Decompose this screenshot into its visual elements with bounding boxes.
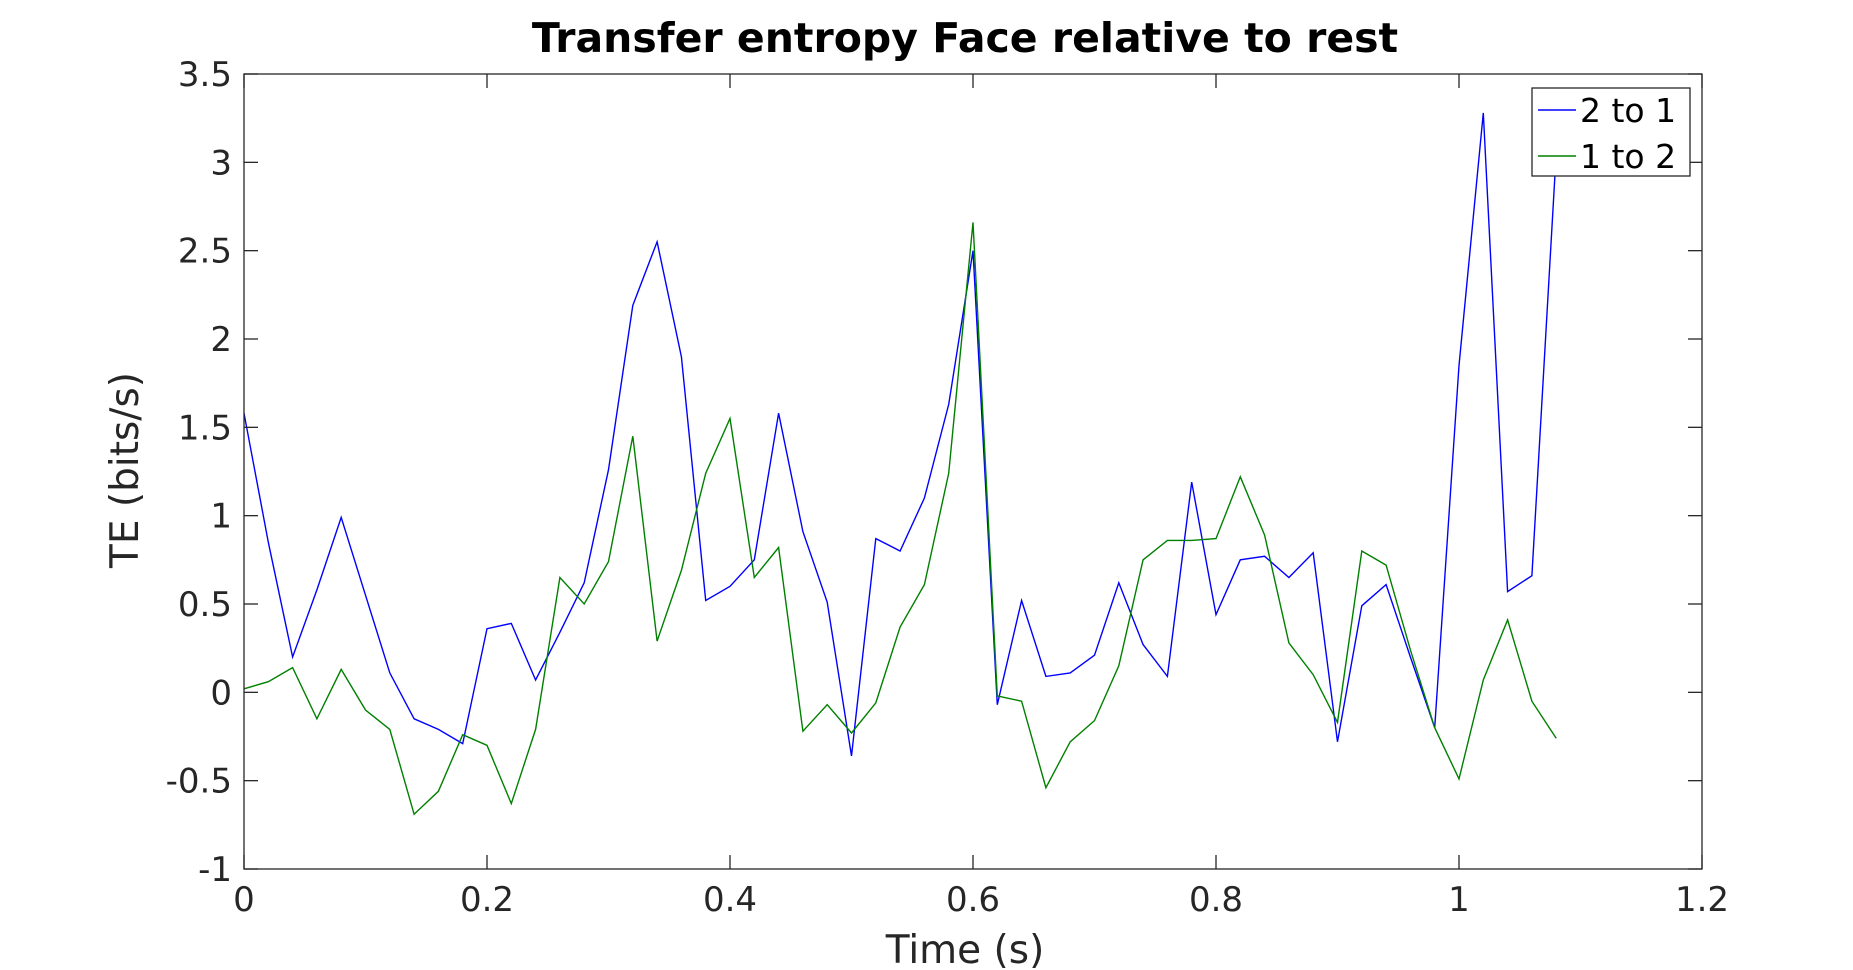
legend-entry: 1 to 2 xyxy=(1580,137,1676,176)
y-tick-label: 0.5 xyxy=(178,585,232,625)
x-tick-label: 0.6 xyxy=(946,880,1000,920)
y-tick-label: 2 xyxy=(210,320,232,360)
legend: 2 to 1 1 to 2 xyxy=(1531,87,1691,177)
y-axis-label: TE (bits/s) xyxy=(103,372,148,569)
x-tick-label: 1 xyxy=(1448,880,1470,920)
y-tick-label: 0 xyxy=(210,673,232,713)
ticks-group: 0 0.2 0.4 0.6 0.8 1 1.2 -1 -0.5 0 0.5 1 1.5 2 2.5 3 3.5 xyxy=(166,55,1729,920)
legend-entry: 2 to 1 xyxy=(1580,91,1676,130)
y-tick-label: 3 xyxy=(210,143,232,183)
series-line-1-to-2 xyxy=(243,222,1557,816)
y-tick-label: 1.5 xyxy=(178,408,232,448)
series-group xyxy=(243,112,1557,816)
plot-area xyxy=(244,74,1702,869)
x-tick-label: 0.4 xyxy=(703,880,757,920)
y-tick-label: -1 xyxy=(198,850,232,890)
y-tick-label: 3.5 xyxy=(178,55,232,95)
series-line-2-to-1 xyxy=(243,112,1557,757)
chart-title: Transfer entropy Face relative to rest xyxy=(532,14,1398,62)
x-tick-label: 0 xyxy=(233,880,255,920)
y-tick-label: 2.5 xyxy=(178,232,232,272)
y-tick-label: -0.5 xyxy=(166,762,232,802)
x-tick-label: 0.8 xyxy=(1189,880,1243,920)
x-axis-label: Time (s) xyxy=(885,928,1045,970)
x-tick-label: 1.2 xyxy=(1675,880,1729,920)
x-tick-label: 0.2 xyxy=(460,880,514,920)
y-tick-label: 1 xyxy=(210,497,232,537)
legend-box xyxy=(1531,87,1691,177)
